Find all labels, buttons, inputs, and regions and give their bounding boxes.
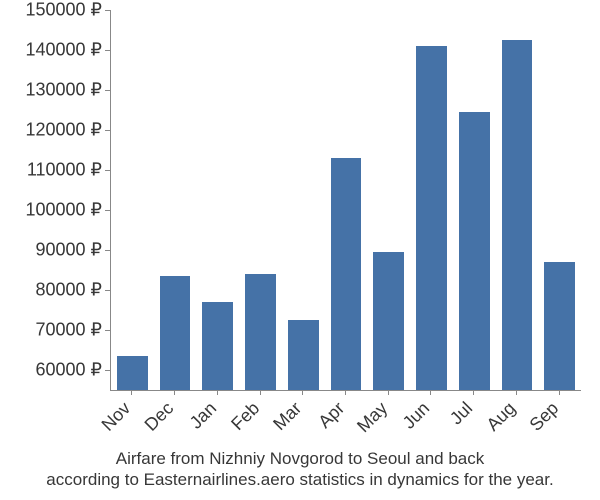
x-tick-mark <box>430 390 431 395</box>
x-tick-label-feb: Feb <box>227 397 265 435</box>
bar-jul <box>459 112 490 390</box>
caption-line-1: Airfare from Nizhniy Novgorod to Seoul a… <box>0 448 600 469</box>
x-tick-mark <box>473 390 474 395</box>
x-tick-label-jan: Jan <box>185 397 222 434</box>
airfare-bar-chart: 60000 ₽ 70000 ₽ 80000 ₽ 90000 ₽ 100000 ₽ 1100… <box>0 0 600 500</box>
x-tick-label-jul: Jul <box>446 397 479 430</box>
y-tick-label: 110000 ₽ <box>0 160 102 181</box>
x-tick-mark <box>174 390 175 395</box>
y-tick-label: 80000 ₽ <box>0 280 102 301</box>
bar-nov <box>117 356 148 390</box>
x-tick-label-may: May <box>353 397 393 437</box>
bar-jan <box>202 302 233 390</box>
x-tick-label-mar: Mar <box>270 397 308 435</box>
bar-jun <box>416 46 447 390</box>
y-tick-label: 120000 ₽ <box>0 120 102 141</box>
y-tick-mark <box>105 210 110 211</box>
x-tick-label-sep: Sep <box>525 397 564 436</box>
bar-mar <box>288 320 319 390</box>
x-tick-label-jun: Jun <box>399 397 436 434</box>
x-tick-mark <box>260 390 261 395</box>
x-tick-label-nov: Nov <box>98 397 137 436</box>
y-tick-mark <box>105 130 110 131</box>
y-tick-mark <box>105 170 110 171</box>
x-tick-mark <box>131 390 132 395</box>
y-tick-mark <box>105 290 110 291</box>
x-tick-mark <box>302 390 303 395</box>
bar-sep <box>544 262 575 390</box>
y-tick-label: 140000 ₽ <box>0 40 102 61</box>
x-tick-label-apr: Apr <box>314 397 350 433</box>
x-tick-mark <box>559 390 560 395</box>
plot-area <box>110 10 581 391</box>
bar-feb <box>245 274 276 390</box>
y-tick-mark <box>105 50 110 51</box>
bar-may <box>373 252 404 390</box>
chart-caption: Airfare from Nizhniy Novgorod to Seoul a… <box>0 448 600 491</box>
y-tick-label: 90000 ₽ <box>0 240 102 261</box>
y-tick-mark <box>105 10 110 11</box>
y-tick-mark <box>105 250 110 251</box>
bar-dec <box>160 276 191 390</box>
y-tick-label: 60000 ₽ <box>0 360 102 381</box>
y-tick-label: 130000 ₽ <box>0 80 102 101</box>
x-tick-mark <box>217 390 218 395</box>
y-tick-label: 100000 ₽ <box>0 200 102 221</box>
y-tick-label: 150000 ₽ <box>0 0 102 21</box>
y-tick-mark <box>105 90 110 91</box>
x-tick-mark <box>516 390 517 395</box>
bar-apr <box>331 158 362 390</box>
y-tick-mark <box>105 370 110 371</box>
y-tick-mark <box>105 330 110 331</box>
x-tick-label-aug: Aug <box>482 397 521 436</box>
x-tick-mark <box>345 390 346 395</box>
y-tick-label: 70000 ₽ <box>0 320 102 341</box>
x-tick-mark <box>388 390 389 395</box>
caption-line-2: according to Easternairlines.aero statis… <box>0 469 600 490</box>
bar-aug <box>502 40 533 390</box>
x-tick-label-dec: Dec <box>141 397 180 436</box>
